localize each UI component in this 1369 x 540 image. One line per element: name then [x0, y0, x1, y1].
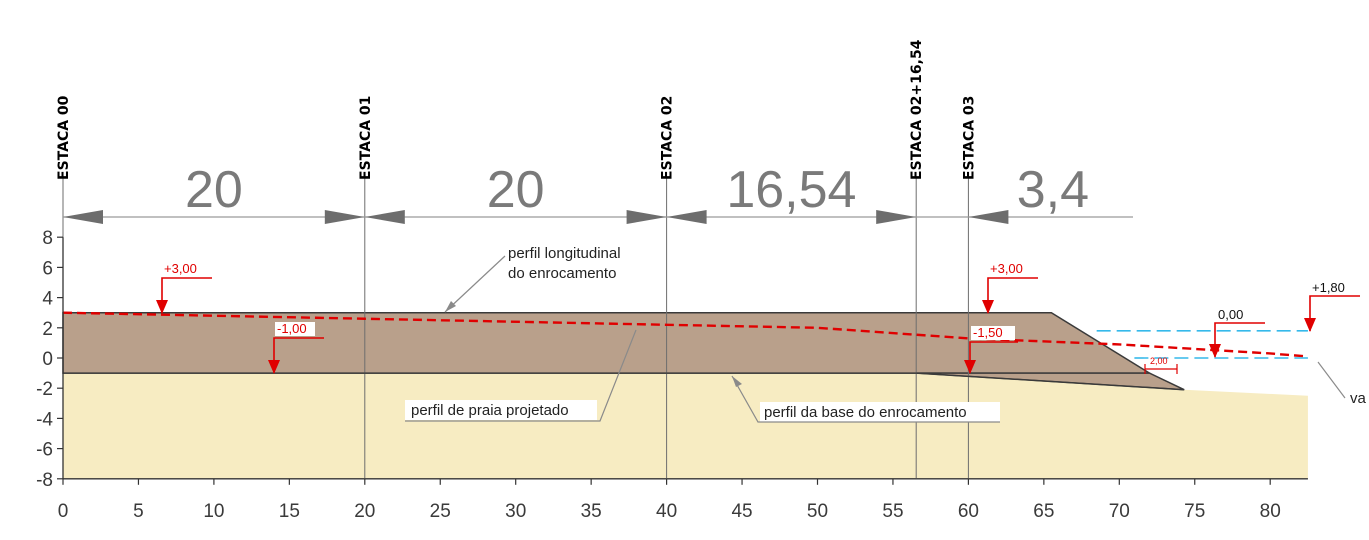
callout-rock-base: perfil da base do enrocamento — [731, 375, 1000, 423]
station-label-2: ESTACA 02 — [660, 96, 676, 180]
elevation-marker-zero: 0,00 — [1209, 307, 1265, 358]
elevation-label-top-left: +3,00 — [164, 261, 197, 276]
distance-label-0: 20 — [185, 161, 243, 219]
callout-rock-profile: perfil longitudinal do enrocamento — [444, 245, 621, 313]
dimension-arrow-end-1 — [626, 210, 667, 224]
x-tick-label-8: 40 — [656, 501, 677, 522]
y-tick-label-3: 2 — [42, 319, 53, 340]
elevation-marker-base-left: -1,00 — [268, 321, 324, 374]
callout-beach-profile: perfil de praia projetado — [405, 329, 637, 422]
x-tick-label-2: 10 — [203, 501, 224, 522]
terrain-fills — [62, 311, 1308, 479]
distance-label-2: 16,54 — [726, 161, 856, 219]
elevation-label-top-right: +3,00 — [990, 261, 1023, 276]
x-tick-label-11: 55 — [882, 501, 903, 522]
x-tick-label-15: 75 — [1184, 501, 1205, 522]
elevation-marker-base-right: -1,50 — [964, 325, 1018, 374]
y-tick-label-7: -6 — [36, 440, 53, 461]
y-tick-label-0: 8 — [42, 228, 53, 249]
y-tick-label-5: -2 — [36, 379, 53, 400]
station-label-4: ESTACA 03 — [961, 96, 977, 180]
x-tick-label-6: 30 — [505, 501, 526, 522]
x-tick-label-7: 35 — [581, 501, 602, 522]
x-tick-label-5: 25 — [430, 501, 451, 522]
x-tick-label-9: 45 — [731, 501, 752, 522]
rock-base-line — [63, 372, 1185, 391]
y-tick-label-1: 6 — [42, 258, 53, 279]
station-label-1: ESTACA 01 — [358, 96, 374, 180]
distance-label-1: 20 — [487, 161, 545, 219]
elevation-marker-top-left: +3,00 — [156, 261, 212, 314]
x-tick-label-16: 80 — [1260, 501, 1281, 522]
elevation-marker-water-high: +1,80 — [1304, 280, 1360, 332]
toe-width-dimension: 2,00 — [1144, 356, 1178, 374]
station-label-3: ESTACA 02+16,54 — [909, 39, 925, 180]
y-tick-label-6: -4 — [36, 409, 53, 430]
station-labels: ESTACA 00 ESTACA 01 ESTACA 02 ESTACA 02+16,… — [56, 39, 977, 180]
x-tick-label-4: 20 — [354, 501, 375, 522]
x-tick-label-14: 70 — [1109, 501, 1130, 522]
dimension-arrow-start-3 — [968, 210, 1009, 224]
x-tick-label-12: 60 — [958, 501, 979, 522]
callout-rock-profile-line1: perfil longitudinal — [508, 245, 621, 262]
callout-rock-profile-line2: do enrocamento — [508, 265, 616, 282]
x-tick-label-1: 5 — [133, 501, 144, 522]
elevation-label-zero: 0,00 — [1218, 307, 1243, 322]
sand-body — [63, 373, 1308, 479]
callout-beach-profile-text: perfil de praia projetado — [411, 402, 569, 419]
dimension-arrow-start-1 — [364, 210, 405, 224]
rock-body — [62, 311, 1153, 374]
elevation-label-base-left: -1,00 — [277, 321, 307, 336]
y-tick-label-8: -8 — [36, 470, 53, 491]
station-label-0: ESTACA 00 — [56, 95, 72, 180]
elevation-label-water-high: +1,80 — [1312, 280, 1345, 295]
callout-water-cut: va — [1317, 361, 1367, 407]
callout-water-cut-text: va — [1350, 390, 1367, 407]
dimension-arrow-end-0 — [324, 210, 365, 224]
y-tick-label-2: 4 — [42, 289, 53, 310]
x-tick-label-3: 15 — [279, 501, 300, 522]
dimension-chain: 20 20 16,54 3,4 — [63, 161, 1133, 224]
profile-lines — [62, 311, 1309, 391]
x-tick-label-0: 0 — [58, 501, 69, 522]
dimension-arrow-start-0 — [63, 210, 103, 224]
x-tick-label-10: 50 — [807, 501, 828, 522]
distance-label-3: 3,4 — [1017, 161, 1089, 219]
elevation-marker-top-right: +3,00 — [982, 261, 1038, 314]
dimension-arrow-start-2 — [666, 210, 707, 224]
beach-profile-line — [62, 311, 1309, 358]
x-tick-label-13: 65 — [1033, 501, 1054, 522]
toe-width-label: 2,00 — [1150, 356, 1168, 366]
y-tick-label-4: 0 — [42, 349, 53, 370]
elevation-label-base-right: -1,50 — [973, 325, 1003, 340]
dimension-arrow-end-2 — [876, 210, 917, 224]
callout-rock-base-text: perfil da base do enrocamento — [764, 404, 967, 421]
